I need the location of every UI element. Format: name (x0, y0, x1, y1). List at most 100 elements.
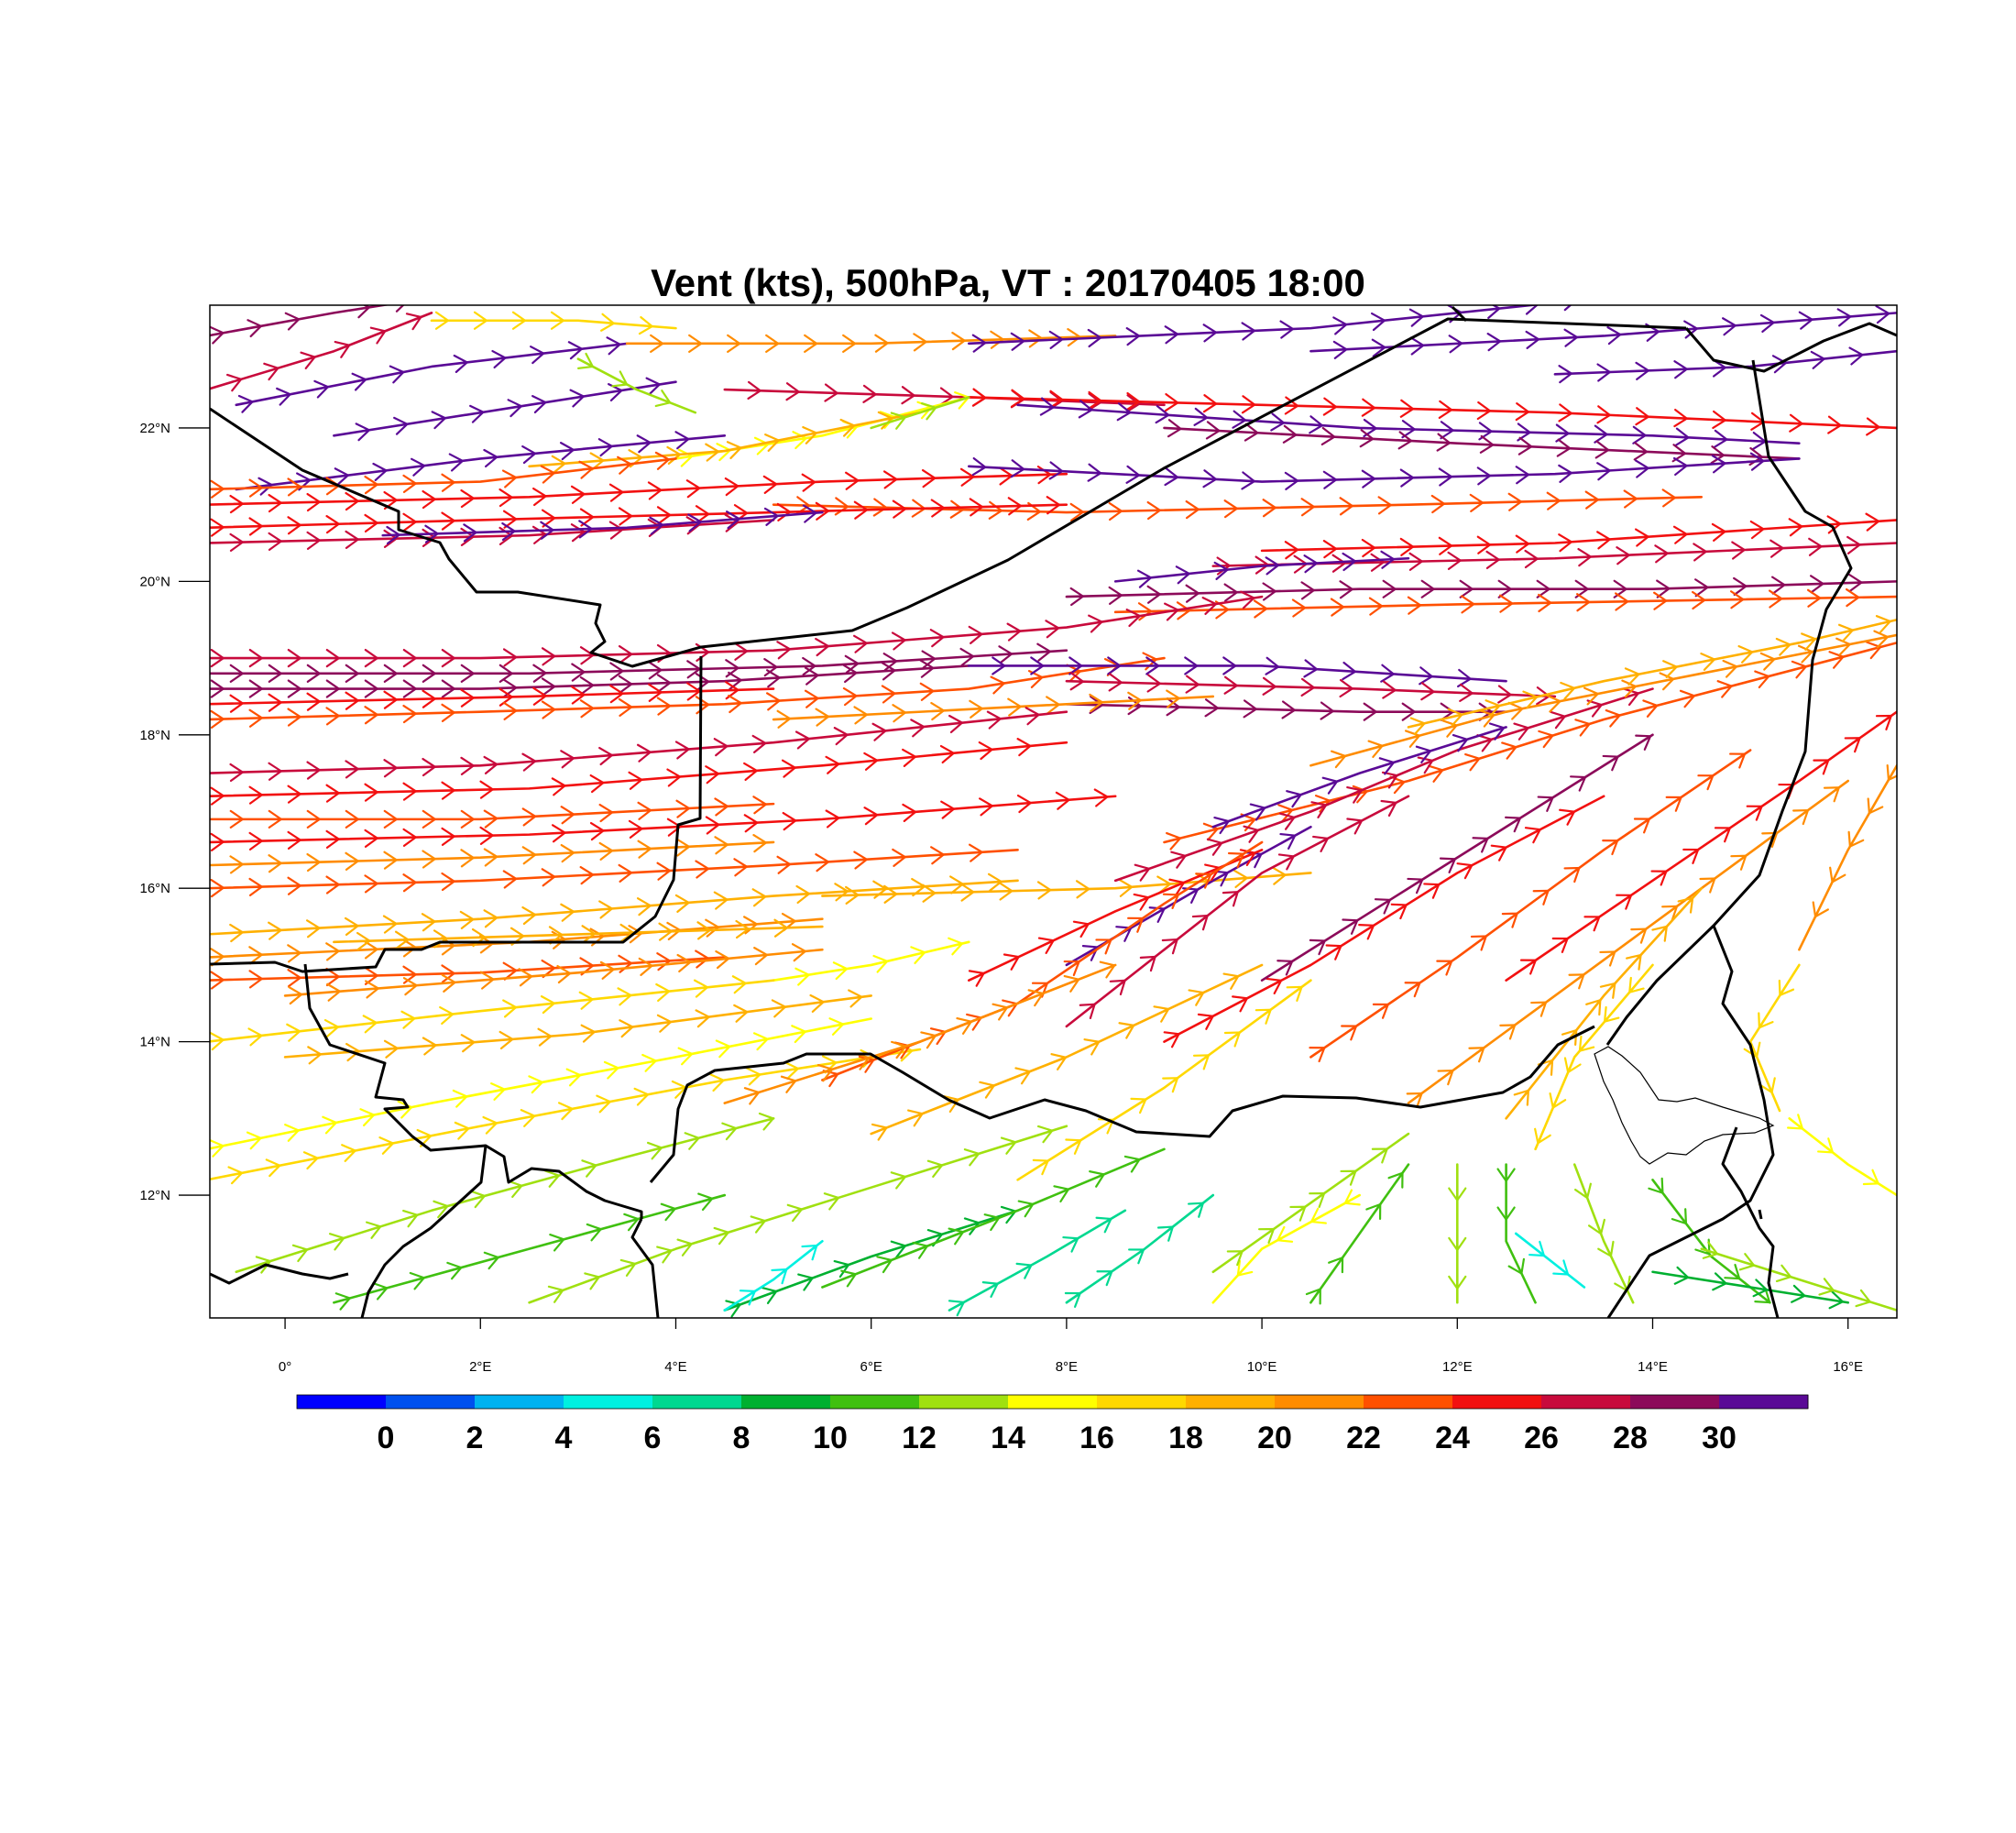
wind-arrow (840, 1269, 858, 1288)
wind-arrow (1048, 330, 1065, 349)
streamline (210, 451, 677, 499)
wind-arrow (1459, 683, 1474, 702)
streamline-path (210, 519, 775, 544)
wind-arrow (210, 325, 225, 345)
wind-arrow (656, 1014, 673, 1033)
wind-arrow (1586, 699, 1604, 718)
streamline-path (1163, 642, 1897, 844)
wind-arrow (1222, 656, 1238, 675)
wind-arrow (598, 900, 614, 919)
wind-arrow (1615, 592, 1630, 611)
wind-arrow (540, 465, 556, 484)
wind-arrow (1485, 550, 1501, 570)
wind-arrow (1240, 590, 1256, 609)
wind-arrow (816, 1063, 834, 1082)
wind-arrow (1206, 838, 1223, 856)
border-niger-burkina (303, 963, 643, 1219)
wind-arrow (1227, 851, 1245, 869)
colorbar-label: 24 (1435, 1421, 1470, 1455)
wind-arrow (797, 1273, 815, 1291)
wind-arrow (1213, 561, 1230, 580)
wind-arrow (1065, 1138, 1082, 1155)
wind-arrow (551, 777, 567, 796)
streamline-path (1553, 349, 1897, 376)
wind-arrow (1573, 1182, 1593, 1200)
wind-arrow (1284, 471, 1300, 490)
wind-arrow (1222, 890, 1240, 907)
wind-arrow (872, 954, 890, 973)
wind-arrow (1118, 878, 1134, 897)
colorbar-label: 28 (1613, 1421, 1648, 1455)
wind-arrow (1472, 837, 1490, 853)
wind-arrow (845, 885, 860, 905)
wind-arrow (839, 418, 856, 437)
wind-arrow (531, 395, 548, 414)
wind-arrow (802, 425, 818, 445)
colorbar-swatch (1364, 1395, 1453, 1409)
wind-arrow (1448, 1275, 1467, 1290)
wind-arrow (287, 708, 302, 727)
wind-arrow (901, 386, 916, 405)
wind-arrow (1223, 675, 1239, 695)
wind-arrow (1289, 1205, 1307, 1222)
streamline-path (1572, 1163, 1635, 1304)
streamline (210, 652, 1166, 730)
wind-arrow (325, 679, 341, 698)
wind-arrow (1651, 925, 1669, 942)
wind-arrow (783, 1060, 800, 1080)
wind-arrow (1561, 1028, 1578, 1046)
wind-arrow (1635, 361, 1650, 380)
wind-arrow (1027, 989, 1045, 1007)
wind-arrow (1265, 656, 1280, 675)
wind-arrow (1746, 805, 1764, 821)
wind-arrow (1420, 579, 1436, 598)
wind-arrow (248, 970, 264, 989)
wind-arrow (580, 1024, 597, 1043)
wind-arrow (325, 967, 341, 987)
wind-arrow (1146, 585, 1162, 604)
wind-arrow (986, 710, 1003, 730)
streamline (210, 843, 1019, 898)
wind-arrow (1156, 875, 1172, 895)
wind-arrow (1594, 424, 1609, 444)
wind-arrow (1066, 664, 1082, 683)
wind-arrow (1674, 427, 1691, 446)
wind-arrow (1599, 982, 1616, 999)
wind-arrow (676, 953, 693, 973)
wind-arrow (862, 384, 878, 403)
wind-arrow (1436, 960, 1453, 976)
streamline-path (210, 849, 1019, 890)
wind-arrow (402, 782, 418, 801)
streamline (1309, 305, 1897, 359)
wind-arrow (422, 757, 437, 777)
streamline-path (210, 503, 1068, 529)
wind-arrow (1185, 675, 1200, 694)
streamline-path (1113, 687, 1654, 883)
wind-arrow (1127, 691, 1143, 710)
wind-arrow (1166, 697, 1181, 717)
wind-arrow (969, 699, 984, 719)
border-burkina-south (360, 1145, 488, 1318)
wind-arrow (641, 1053, 658, 1072)
wind-arrow (1014, 1067, 1032, 1085)
wind-arrow (693, 979, 709, 998)
wind-arrow (490, 1082, 507, 1101)
wind-arrow (1712, 1272, 1728, 1291)
wind-arrow (325, 829, 341, 849)
wind-arrow (1537, 796, 1555, 812)
wind-arrow (548, 926, 564, 945)
wind-arrow (1768, 589, 1784, 609)
wind-arrow (645, 377, 662, 396)
wind-arrow (919, 682, 936, 701)
wind-arrow (1486, 332, 1503, 352)
wind-arrow (1087, 392, 1103, 412)
streamlines-layer (210, 305, 1897, 1318)
streamline (210, 975, 775, 1051)
wind-arrow (499, 1030, 515, 1049)
wind-arrow (229, 664, 245, 683)
wind-arrow (501, 521, 517, 542)
wind-arrow (853, 706, 869, 725)
wind-arrow (210, 971, 225, 990)
streamline (430, 311, 677, 335)
wind-arrow (674, 741, 691, 760)
